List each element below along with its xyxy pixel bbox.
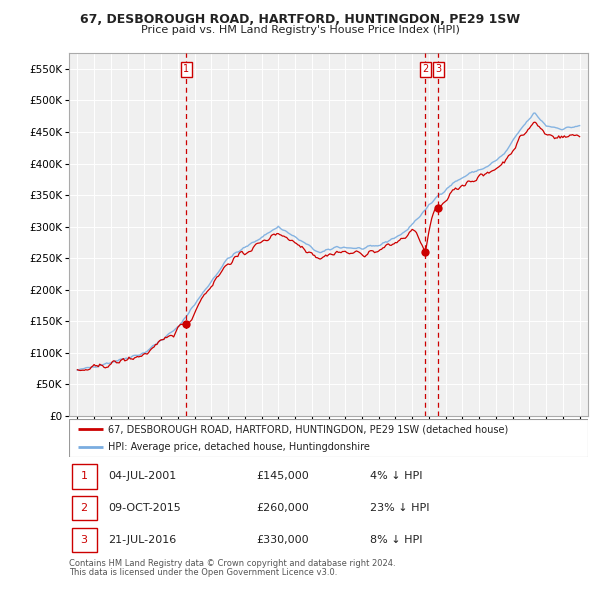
Text: 67, DESBOROUGH ROAD, HARTFORD, HUNTINGDON, PE29 1SW: 67, DESBOROUGH ROAD, HARTFORD, HUNTINGDO…	[80, 13, 520, 26]
Text: £330,000: £330,000	[256, 535, 308, 545]
Text: £260,000: £260,000	[256, 503, 308, 513]
Text: 3: 3	[80, 535, 88, 545]
Text: 1: 1	[80, 471, 88, 481]
Text: 21-JUL-2016: 21-JUL-2016	[108, 535, 176, 545]
Text: 2: 2	[80, 503, 88, 513]
Text: 8% ↓ HPI: 8% ↓ HPI	[370, 535, 422, 545]
Text: Price paid vs. HM Land Registry's House Price Index (HPI): Price paid vs. HM Land Registry's House …	[140, 25, 460, 35]
FancyBboxPatch shape	[71, 528, 97, 552]
Text: HPI: Average price, detached house, Huntingdonshire: HPI: Average price, detached house, Hunt…	[108, 442, 370, 452]
FancyBboxPatch shape	[71, 464, 97, 489]
Text: 1: 1	[183, 64, 190, 74]
FancyBboxPatch shape	[71, 496, 97, 520]
Text: £145,000: £145,000	[256, 471, 308, 481]
Text: Contains HM Land Registry data © Crown copyright and database right 2024.: Contains HM Land Registry data © Crown c…	[69, 559, 395, 568]
Text: 09-OCT-2015: 09-OCT-2015	[108, 503, 181, 513]
Text: 2: 2	[422, 64, 428, 74]
Text: 04-JUL-2001: 04-JUL-2001	[108, 471, 176, 481]
Text: This data is licensed under the Open Government Licence v3.0.: This data is licensed under the Open Gov…	[69, 568, 337, 577]
Text: 67, DESBOROUGH ROAD, HARTFORD, HUNTINGDON, PE29 1SW (detached house): 67, DESBOROUGH ROAD, HARTFORD, HUNTINGDO…	[108, 424, 508, 434]
Text: 4% ↓ HPI: 4% ↓ HPI	[370, 471, 422, 481]
Text: 23% ↓ HPI: 23% ↓ HPI	[370, 503, 430, 513]
Text: 3: 3	[435, 64, 441, 74]
